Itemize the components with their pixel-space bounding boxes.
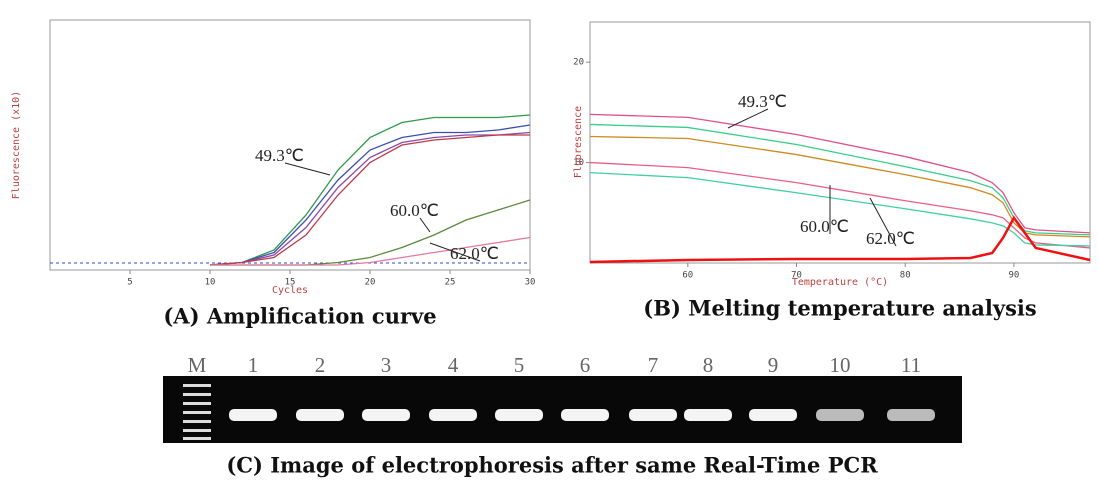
- lane-label: 9: [768, 353, 779, 377]
- lane-label: 1: [248, 353, 259, 377]
- lane-label: 6: [580, 353, 591, 377]
- lane-label: 11: [901, 353, 921, 377]
- ladder-band: [183, 411, 211, 414]
- ladder-band: [183, 393, 211, 396]
- series-line: [589, 215, 1091, 264]
- x-axis-label: Cycles: [272, 285, 308, 296]
- series-line: [209, 131, 531, 266]
- annotation-leader: [727, 108, 769, 129]
- annotation: 62.0℃: [866, 229, 915, 248]
- x-tick-label: 5: [127, 278, 132, 288]
- gel-band: [495, 409, 543, 421]
- x-tick-label: 80: [900, 271, 911, 281]
- caption-b: (B) Melting temperature analysis: [643, 296, 1036, 321]
- lane-label: 2: [315, 353, 326, 377]
- annotation: 60.0℃: [800, 217, 849, 236]
- gel-band: [629, 409, 677, 421]
- annotation: 60.0℃: [390, 201, 439, 220]
- plot-frame-b: [589, 21, 1091, 264]
- y-tick-label: 20: [573, 58, 584, 68]
- lane-label: 7: [648, 353, 659, 377]
- gel-band: [749, 409, 797, 421]
- x-tick-label: 10: [205, 278, 216, 288]
- lane-label: 3: [381, 353, 392, 377]
- gel-band: [362, 409, 410, 421]
- x-tick-label: 90: [1008, 271, 1019, 281]
- gel-band: [429, 409, 477, 421]
- x-tick-label: 60: [682, 271, 693, 281]
- gel-band: [684, 409, 732, 421]
- y-axis-label: Fluorescence (x10): [11, 91, 22, 199]
- annotation: 49.3℃: [255, 146, 304, 165]
- ladder-band: [183, 437, 211, 440]
- lane-label: 4: [448, 353, 459, 377]
- x-tick-label: 70: [791, 271, 802, 281]
- ladder-band: [183, 429, 211, 432]
- series-line: [209, 134, 530, 266]
- gel-band: [887, 409, 935, 421]
- annotation: 49.3℃: [738, 92, 787, 111]
- annotation-leader: [419, 217, 431, 233]
- gel-band: [229, 409, 277, 421]
- x-axis-label: Temperature (°C): [792, 277, 888, 288]
- lane-label: M: [188, 353, 207, 377]
- ladder-band: [183, 420, 211, 423]
- series-line: [210, 236, 531, 266]
- series-line: [589, 123, 1091, 236]
- lane-label: 10: [830, 353, 851, 377]
- gel-band: [296, 409, 344, 421]
- y-axis-label: Fluorescence: [573, 106, 584, 178]
- gel-band: [561, 409, 609, 421]
- annotation-leader: [284, 162, 331, 176]
- x-tick-label: 15: [285, 278, 296, 288]
- lane-label: 8: [703, 353, 714, 377]
- series-line: [209, 124, 531, 266]
- series-line: [589, 135, 1091, 238]
- caption-a: (A) Amplification curve: [163, 304, 436, 329]
- annotation-leader: [869, 197, 897, 247]
- y-tick-label: 10: [573, 158, 584, 168]
- lane-label: 5: [514, 353, 525, 377]
- x-tick-label: 20: [365, 278, 376, 288]
- gel-band: [816, 409, 864, 421]
- annotation-leader: [429, 242, 481, 262]
- x-tick-label: 30: [525, 278, 536, 288]
- ladder-band: [183, 402, 211, 405]
- annotation: 62.0℃: [450, 244, 499, 263]
- series-line: [209, 114, 531, 266]
- ladder-band: [183, 384, 211, 387]
- series-line: [589, 113, 1091, 234]
- series-line: [589, 171, 1091, 247]
- x-tick-label: 25: [445, 278, 456, 288]
- caption-c: (C) Image of electrophoresis after same …: [226, 453, 878, 478]
